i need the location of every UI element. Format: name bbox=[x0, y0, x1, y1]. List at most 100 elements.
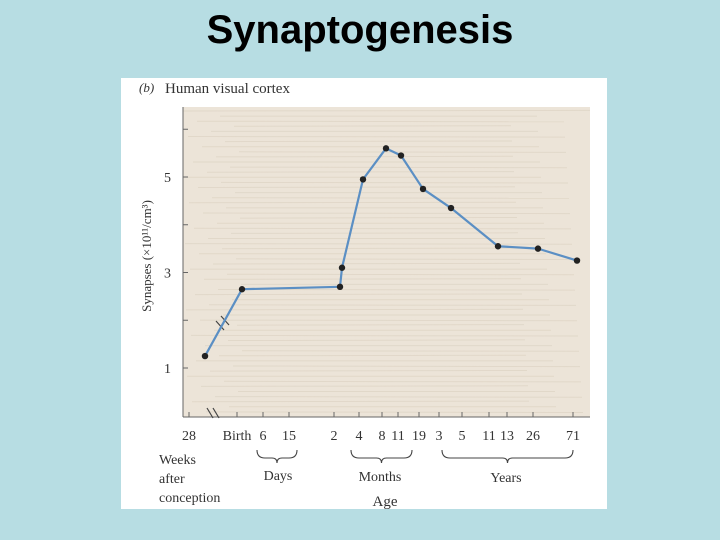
x-tick-label: 8 bbox=[379, 429, 386, 444]
texture-line bbox=[238, 151, 567, 153]
age-group-label: after bbox=[159, 472, 185, 487]
texture-line bbox=[197, 186, 516, 188]
texture-line bbox=[208, 304, 577, 306]
data-point bbox=[336, 283, 344, 291]
y-tick-label: 3 bbox=[164, 267, 171, 282]
x-tick-label: 3 bbox=[436, 429, 443, 444]
texture-line bbox=[190, 334, 579, 337]
age-group-label: conception bbox=[159, 491, 220, 506]
texture-line bbox=[223, 380, 582, 383]
texture-line bbox=[196, 120, 565, 123]
data-point bbox=[338, 264, 346, 271]
x-tick-label: 26 bbox=[526, 429, 540, 444]
texture-line bbox=[221, 247, 520, 250]
data-point bbox=[447, 204, 455, 212]
texture-line bbox=[194, 293, 523, 296]
data-point bbox=[494, 243, 502, 250]
texture-line bbox=[200, 385, 529, 387]
data-point bbox=[201, 352, 209, 360]
data-point bbox=[534, 245, 542, 252]
texture-line bbox=[229, 166, 568, 169]
x-tick-label: Birth bbox=[223, 429, 252, 444]
age-group-label: Months bbox=[359, 470, 402, 485]
series-line-segment bbox=[361, 147, 388, 181]
x-tick-label: 6 bbox=[260, 429, 267, 444]
y-tick-label: 1 bbox=[164, 362, 171, 377]
texture-line bbox=[182, 109, 591, 112]
texture-line bbox=[212, 262, 521, 265]
data-point bbox=[359, 176, 367, 183]
series-line-segment bbox=[496, 245, 540, 250]
texture-line bbox=[215, 155, 514, 158]
texture-line bbox=[241, 350, 580, 352]
series-line-segment bbox=[536, 247, 579, 262]
series-line-segment bbox=[203, 288, 244, 358]
x-tick-label: 19 bbox=[412, 429, 426, 444]
age-group-label: Years bbox=[490, 471, 521, 486]
texture-line bbox=[205, 411, 584, 413]
texture-line bbox=[218, 354, 527, 357]
texture-line bbox=[184, 243, 573, 245]
texture-line bbox=[214, 396, 583, 398]
x-tick-label: 13 bbox=[500, 429, 514, 444]
texture-line bbox=[232, 365, 581, 368]
texture-line bbox=[230, 232, 519, 234]
chart-figure: 1 3 5 (b) Human visual cortex Synapses (×10¹¹… bbox=[121, 78, 607, 509]
group-brace bbox=[350, 449, 413, 464]
texture-line bbox=[235, 258, 574, 260]
series-line-segment bbox=[338, 266, 344, 288]
texture-line bbox=[185, 308, 524, 311]
axis-break-mark bbox=[212, 407, 220, 419]
data-point bbox=[419, 185, 427, 193]
y-tick-label: 5 bbox=[164, 171, 171, 186]
texture-line bbox=[199, 319, 578, 322]
texture-line bbox=[211, 197, 570, 199]
group-brace bbox=[441, 449, 574, 464]
texture-line bbox=[209, 370, 528, 372]
texture-line bbox=[224, 140, 513, 143]
data-point bbox=[382, 145, 390, 152]
series-line-segment bbox=[449, 206, 500, 248]
data-marks bbox=[201, 145, 581, 360]
x-tick-label: 11 bbox=[391, 429, 404, 444]
age-group-label: Weeks bbox=[159, 453, 196, 468]
texture-line bbox=[220, 181, 569, 184]
series-line-segment bbox=[240, 285, 342, 291]
texture-line bbox=[188, 201, 517, 204]
age-group-label: Days bbox=[264, 469, 293, 484]
x-tick-label: 15 bbox=[282, 429, 296, 444]
x-tick-label: 71 bbox=[566, 429, 580, 444]
texture-line bbox=[202, 212, 571, 215]
texture-line bbox=[239, 217, 518, 219]
x-tick-label: 4 bbox=[356, 429, 363, 444]
texture-line bbox=[203, 278, 522, 280]
series-line-segment bbox=[421, 187, 453, 210]
texture-line bbox=[226, 273, 575, 276]
texture-line bbox=[227, 339, 526, 341]
paper-texture bbox=[182, 109, 591, 413]
panel-label: (b) bbox=[139, 80, 154, 95]
data-point bbox=[573, 257, 581, 264]
x-tick-label: 28 bbox=[182, 429, 196, 444]
texture-line bbox=[236, 324, 525, 326]
texture-line bbox=[187, 136, 566, 138]
axis-break-mark bbox=[206, 407, 214, 419]
texture-line bbox=[206, 171, 515, 173]
x-tick-label: 5 bbox=[459, 429, 466, 444]
data-point bbox=[238, 286, 246, 293]
axis-break-mark bbox=[215, 320, 225, 331]
chart-title: Human visual cortex bbox=[165, 81, 290, 97]
x-axis-label: Age bbox=[373, 494, 398, 509]
texture-line bbox=[193, 227, 572, 230]
y-axis-label: Synapses (×10¹¹/cm³) bbox=[139, 200, 154, 312]
data-point bbox=[397, 152, 405, 159]
texture-line bbox=[191, 400, 530, 403]
texture-line bbox=[217, 289, 576, 291]
x-tick-label: 11 bbox=[482, 429, 495, 444]
group-brace bbox=[256, 449, 298, 464]
plot-area bbox=[183, 107, 590, 417]
texture-line bbox=[233, 125, 512, 127]
